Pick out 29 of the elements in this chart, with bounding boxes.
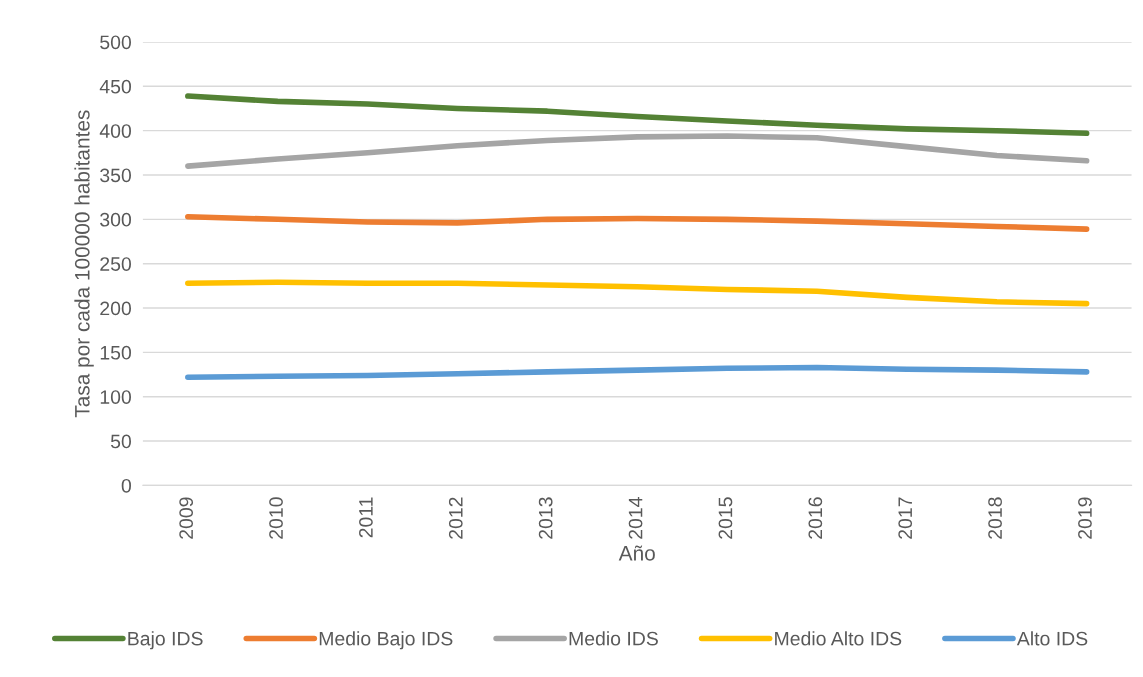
legend-label: Medio IDS [569,631,658,646]
x-tick-label: 2014 [628,497,643,539]
legend-label: Bajo IDS [128,631,203,650]
x-axis-title: Año [618,545,655,561]
y-tick-label: 450 [99,79,132,94]
y-tick-label: 50 [110,434,132,449]
x-tick-label: 2009 [179,497,194,539]
x-tick-label: 2011 [359,497,373,538]
x-tick-label: 2016 [808,497,823,539]
legend-label: Alto IDS [1016,631,1088,646]
y-tick-label: 100 [100,390,132,404]
y-tick-label: 0 [121,478,131,493]
legend-label: Medio Alto IDS [775,631,902,646]
x-tick-label: 2013 [538,497,553,539]
y-tick-label: 250 [100,257,132,271]
x-tick-label: 2012 [448,497,463,539]
y-tick-label: 400 [99,124,132,138]
y-axis-title: Tasa por cada 100000 habitantes [74,110,94,418]
y-tick-label: 500 [100,35,132,50]
x-tick-label: 2010 [269,497,283,539]
x-tick-label: 2015 [718,497,733,539]
y-tick-label: 150 [100,345,132,360]
y-tick-label: 200 [100,301,132,316]
y-tick-label: 300 [100,212,132,227]
legend-label: Medio Bajo IDS [319,631,453,650]
y-tick-label: 350 [100,168,132,183]
x-tick-label: 2017 [898,497,913,539]
x-tick-label: 2018 [988,497,1002,539]
x-tick-label: 2019 [1078,497,1092,539]
